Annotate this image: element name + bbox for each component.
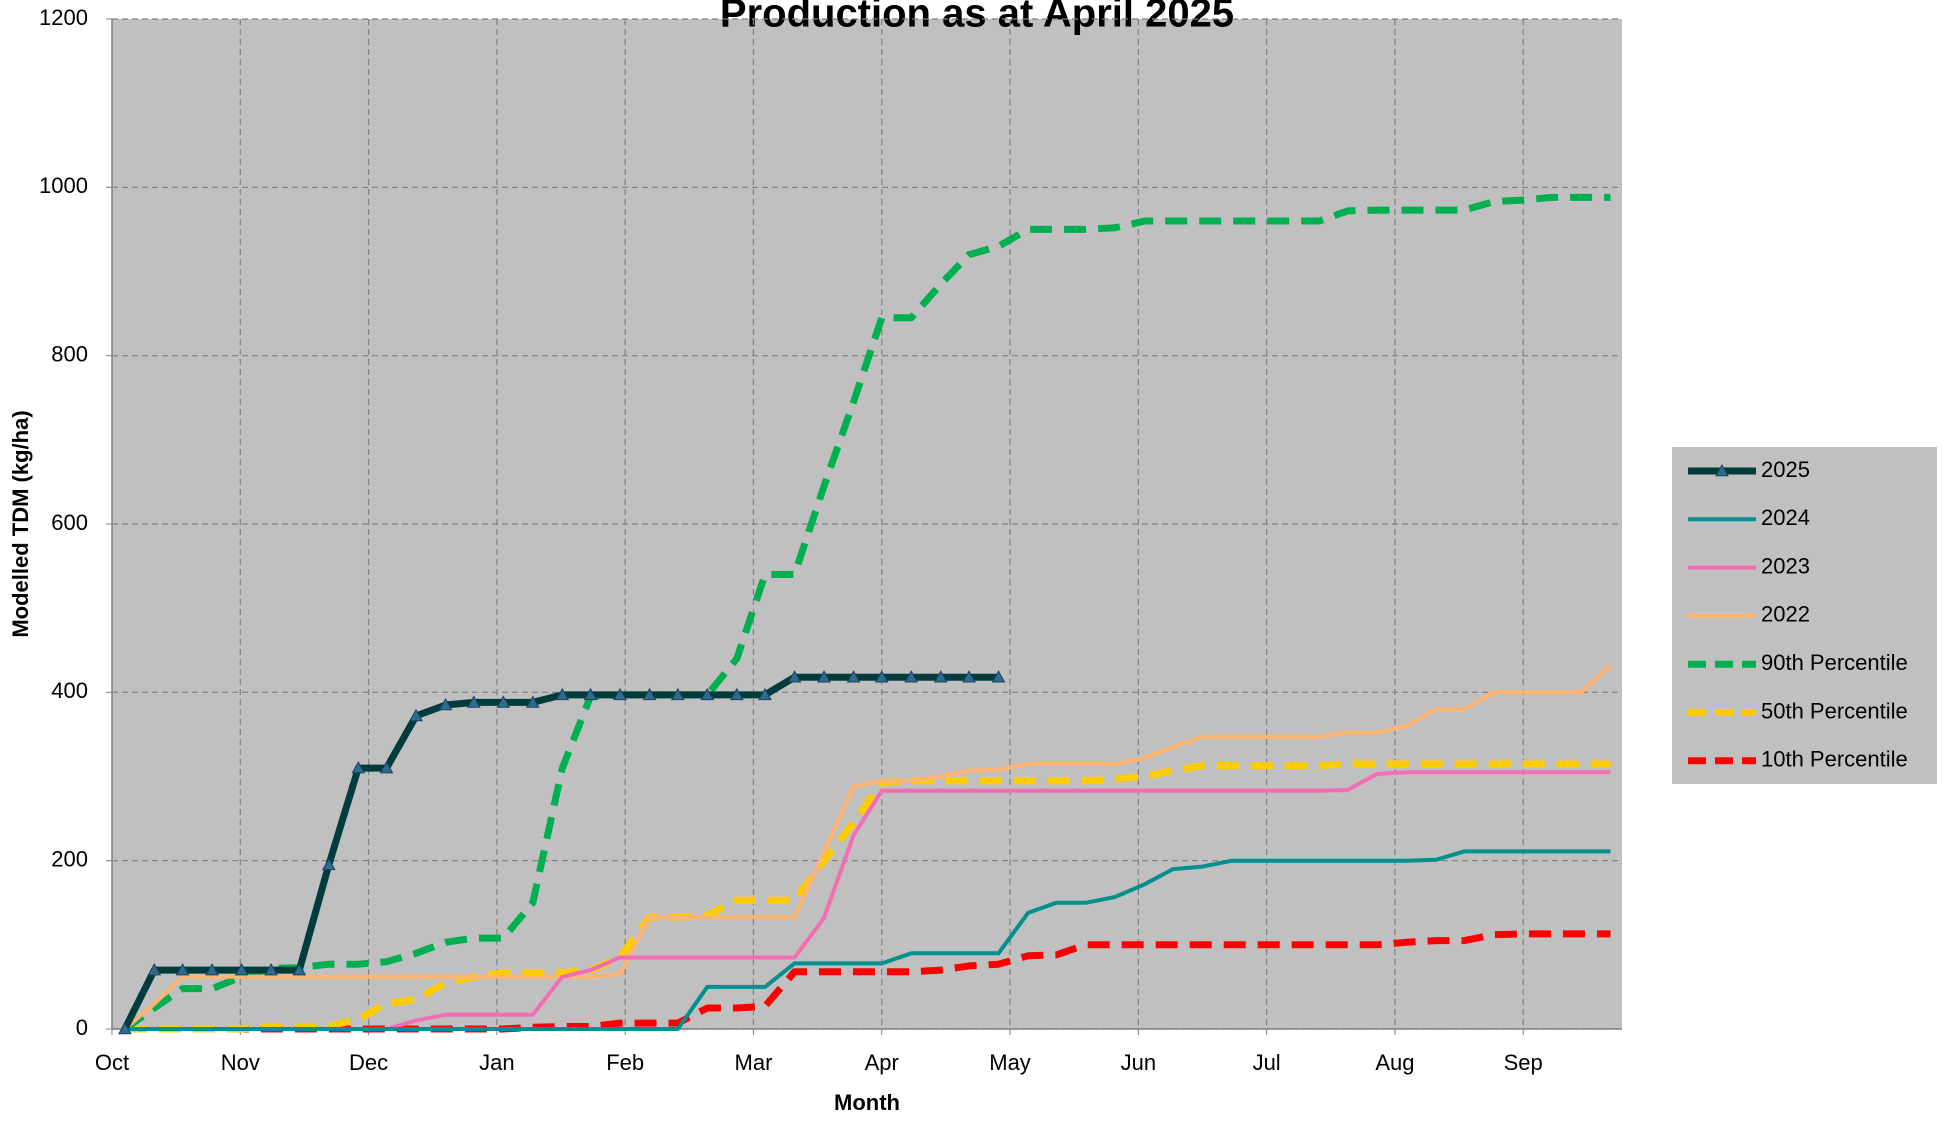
point-marker: [642, 687, 657, 701]
x-tick-label: May: [989, 1050, 1031, 1075]
point-marker: [613, 687, 627, 701]
legend-label: 2023: [1761, 553, 1810, 578]
point-marker: [409, 708, 423, 722]
y-tick-label: 0: [76, 1015, 88, 1040]
point-marker: [496, 695, 511, 708]
series-line: [124, 760, 1611, 1033]
point-marker: [583, 687, 598, 701]
point-marker: [525, 695, 540, 708]
y-tick-label: 400: [51, 678, 88, 703]
y-tick-label: 200: [51, 846, 88, 871]
point-marker: [991, 670, 1006, 683]
point-marker: [846, 670, 861, 683]
point-marker: [147, 963, 162, 976]
point-marker: [466, 695, 481, 708]
series-line: [123, 663, 1612, 1031]
legend-label: 50th Percentile: [1761, 698, 1908, 723]
chart-title: Production as at April 2025: [720, 0, 1234, 36]
legend-label: 90th Percentile: [1761, 650, 1908, 675]
series-line: [124, 849, 1611, 1031]
x-tick-label: Dec: [349, 1050, 388, 1075]
point-marker: [729, 687, 744, 701]
y-tick-label: 1200: [39, 5, 88, 30]
point-marker: [904, 670, 919, 683]
x-tick-label: Mar: [735, 1050, 773, 1075]
y-axis-label: Modelled TDM (kg/ha): [8, 410, 33, 637]
point-marker: [205, 963, 219, 976]
point-marker: [817, 670, 831, 683]
point-marker: [321, 857, 336, 871]
y-tick-label: 1000: [39, 173, 88, 198]
x-tick-label: Aug: [1375, 1050, 1414, 1075]
point-marker: [438, 697, 453, 711]
legend-label: 10th Percentile: [1761, 747, 1908, 772]
x-tick-label: Oct: [95, 1050, 129, 1075]
x-tick-label: Jul: [1253, 1050, 1281, 1075]
point-marker: [700, 687, 715, 701]
x-tick-label: Jun: [1121, 1050, 1156, 1075]
point-marker: [292, 963, 307, 976]
x-axis-label: Month: [834, 1090, 900, 1115]
x-tick-label: Feb: [606, 1050, 644, 1075]
legend-label: 2024: [1761, 505, 1810, 530]
point-marker: [874, 670, 889, 683]
x-tick-label: Jan: [479, 1050, 514, 1075]
y-tick-label: 800: [51, 341, 88, 366]
point-marker: [758, 687, 772, 701]
point-marker: [234, 963, 249, 976]
legend-label: 2022: [1761, 602, 1810, 627]
x-tick-label: Nov: [221, 1050, 260, 1075]
point-marker: [670, 687, 685, 701]
point-marker: [379, 761, 394, 774]
point-marker: [555, 687, 570, 701]
point-marker: [962, 670, 976, 683]
point-marker: [117, 1021, 132, 1035]
point-marker: [264, 963, 278, 976]
x-tick-label: Sep: [1504, 1050, 1543, 1075]
point-marker: [787, 670, 802, 683]
y-tick-label: 600: [51, 510, 88, 535]
x-tick-label: Apr: [865, 1050, 899, 1075]
point-marker: [933, 670, 948, 683]
point-marker: [351, 761, 366, 774]
legend-label: 2025: [1761, 457, 1810, 482]
series-line: [122, 193, 1611, 1032]
point-marker: [175, 963, 190, 976]
legend-marker: [1715, 463, 1729, 477]
